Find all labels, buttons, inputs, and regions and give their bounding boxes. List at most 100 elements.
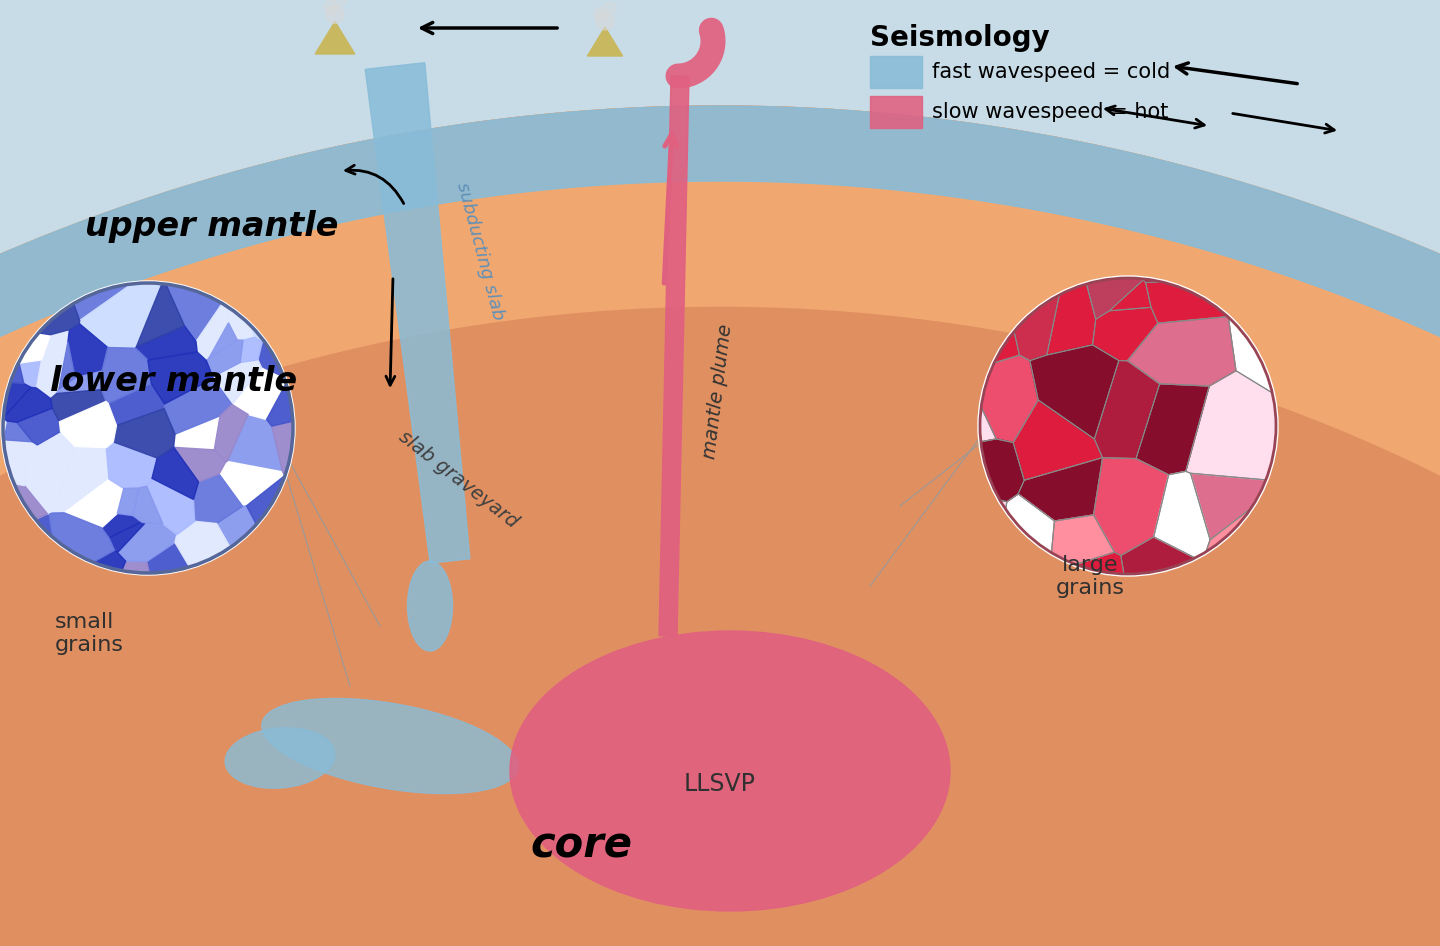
Polygon shape xyxy=(1093,458,1169,555)
Polygon shape xyxy=(24,431,75,515)
Polygon shape xyxy=(73,172,167,321)
Polygon shape xyxy=(660,76,688,637)
Polygon shape xyxy=(258,338,282,377)
Polygon shape xyxy=(120,561,156,618)
Polygon shape xyxy=(118,523,177,562)
Polygon shape xyxy=(266,357,412,426)
Text: slow wavespeed = hot: slow wavespeed = hot xyxy=(932,102,1168,122)
Polygon shape xyxy=(4,387,52,422)
Polygon shape xyxy=(1136,384,1210,475)
Polygon shape xyxy=(3,289,79,335)
Polygon shape xyxy=(315,22,354,54)
Polygon shape xyxy=(0,275,23,335)
Polygon shape xyxy=(240,338,262,362)
Polygon shape xyxy=(1120,537,1276,707)
Polygon shape xyxy=(0,440,26,485)
Polygon shape xyxy=(209,323,238,359)
Ellipse shape xyxy=(262,698,518,794)
Polygon shape xyxy=(86,575,154,697)
Polygon shape xyxy=(219,462,285,506)
Polygon shape xyxy=(940,552,1142,726)
Polygon shape xyxy=(287,106,488,358)
Polygon shape xyxy=(36,329,69,398)
Polygon shape xyxy=(228,414,282,472)
Polygon shape xyxy=(0,516,9,734)
Polygon shape xyxy=(985,494,1054,636)
Polygon shape xyxy=(230,232,288,307)
Polygon shape xyxy=(366,62,469,563)
Circle shape xyxy=(1,281,295,575)
Polygon shape xyxy=(0,106,1440,946)
Polygon shape xyxy=(0,327,50,363)
Polygon shape xyxy=(68,551,125,615)
Circle shape xyxy=(596,11,613,30)
Polygon shape xyxy=(0,106,1440,946)
Polygon shape xyxy=(147,479,194,534)
Polygon shape xyxy=(176,521,235,588)
FancyBboxPatch shape xyxy=(870,56,922,88)
Polygon shape xyxy=(17,409,60,445)
Polygon shape xyxy=(174,447,226,482)
Polygon shape xyxy=(246,476,444,624)
Polygon shape xyxy=(1014,400,1103,481)
Polygon shape xyxy=(239,529,406,616)
Polygon shape xyxy=(59,401,117,447)
Polygon shape xyxy=(1030,345,1119,439)
Text: fast wavespeed = cold: fast wavespeed = cold xyxy=(932,62,1171,82)
Polygon shape xyxy=(109,522,145,552)
Polygon shape xyxy=(79,260,164,348)
Polygon shape xyxy=(102,514,141,538)
Polygon shape xyxy=(867,372,996,463)
Circle shape xyxy=(334,0,346,6)
Polygon shape xyxy=(1093,307,1158,360)
Polygon shape xyxy=(65,480,124,528)
Polygon shape xyxy=(0,478,48,539)
Polygon shape xyxy=(588,27,622,56)
Polygon shape xyxy=(965,355,1038,443)
Polygon shape xyxy=(50,390,107,422)
Polygon shape xyxy=(232,368,287,420)
Polygon shape xyxy=(281,324,400,383)
Text: mantle plume: mantle plume xyxy=(700,323,736,460)
Polygon shape xyxy=(1018,458,1103,521)
Polygon shape xyxy=(59,342,75,389)
Polygon shape xyxy=(114,409,176,458)
Text: core: core xyxy=(530,825,632,867)
Polygon shape xyxy=(52,447,109,513)
Polygon shape xyxy=(215,554,425,742)
Text: small
grains: small grains xyxy=(55,612,124,655)
Polygon shape xyxy=(101,347,151,403)
Polygon shape xyxy=(1050,515,1115,572)
Polygon shape xyxy=(3,440,37,469)
Polygon shape xyxy=(153,447,199,499)
Text: LLSVP: LLSVP xyxy=(684,772,756,796)
Circle shape xyxy=(0,106,1440,946)
Circle shape xyxy=(603,2,616,14)
Polygon shape xyxy=(137,279,184,347)
Polygon shape xyxy=(1094,360,1159,459)
Polygon shape xyxy=(213,359,262,405)
Polygon shape xyxy=(226,297,255,341)
Polygon shape xyxy=(1228,133,1440,447)
Polygon shape xyxy=(0,514,58,595)
Polygon shape xyxy=(272,394,412,530)
Polygon shape xyxy=(132,486,163,524)
Polygon shape xyxy=(1093,131,1315,283)
Circle shape xyxy=(978,276,1279,576)
Text: slab graveyard: slab graveyard xyxy=(395,428,521,532)
Polygon shape xyxy=(867,439,1024,501)
Polygon shape xyxy=(215,405,248,462)
Polygon shape xyxy=(19,359,42,388)
Polygon shape xyxy=(164,378,232,434)
Polygon shape xyxy=(1109,280,1151,311)
Polygon shape xyxy=(1185,371,1364,482)
Polygon shape xyxy=(206,340,243,377)
Polygon shape xyxy=(135,325,197,360)
Polygon shape xyxy=(0,378,32,417)
Polygon shape xyxy=(158,106,330,298)
Circle shape xyxy=(595,8,608,22)
Polygon shape xyxy=(196,298,229,360)
Polygon shape xyxy=(107,442,157,488)
Text: upper mantle: upper mantle xyxy=(85,210,338,243)
Text: Seismology: Seismology xyxy=(870,24,1050,52)
